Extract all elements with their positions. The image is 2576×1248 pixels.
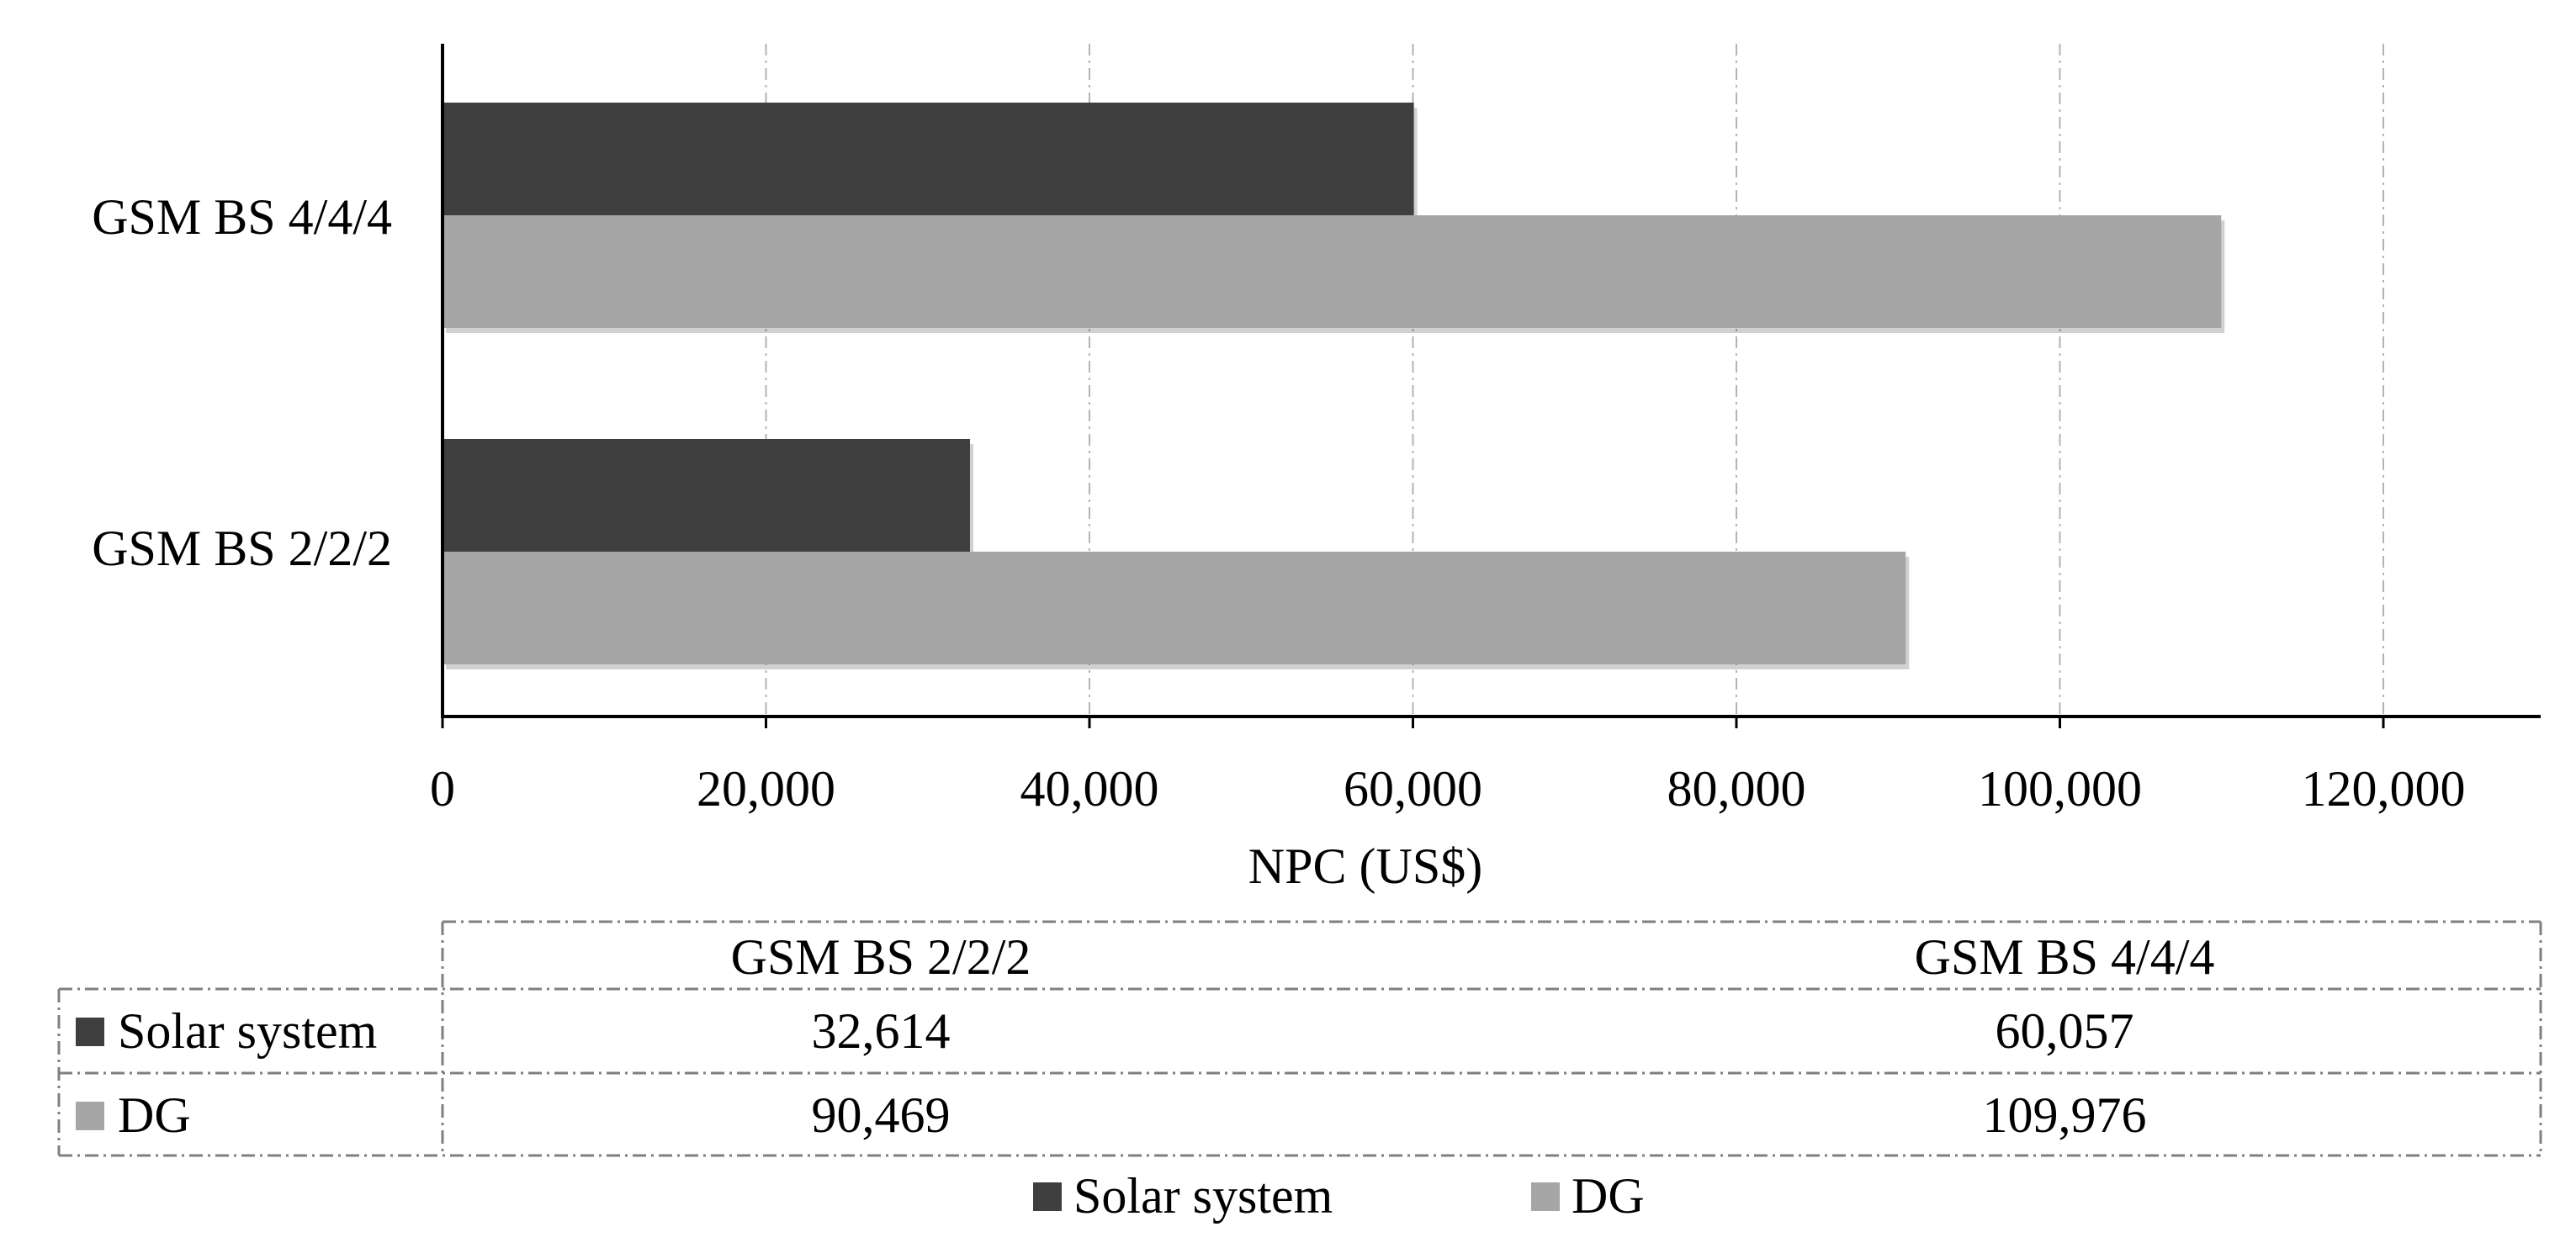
table-row-label: Solar system (118, 1003, 377, 1059)
y-category-label: GSM BS 2/2/2 (92, 521, 392, 576)
table-header-cell: GSM BS 2/2/2 (731, 929, 1031, 985)
x-tick-label: 120,000 (2302, 761, 2466, 817)
table-legend-swatch (76, 1018, 104, 1046)
axes (441, 44, 2541, 718)
legend-label: Solar system (1073, 1168, 1333, 1224)
x-tick-label: 40,000 (1020, 761, 1159, 817)
bar-dg (443, 215, 2222, 328)
y-category-label: GSM BS 4/4/4 (92, 189, 392, 245)
bar-solar-system (443, 439, 971, 552)
x-tick-label: 20,000 (697, 761, 835, 817)
x-tick-label: 60,000 (1344, 761, 1482, 817)
table-row-label: DG (118, 1087, 191, 1143)
x-tick-label: 80,000 (1667, 761, 1806, 817)
legend-label: DG (1572, 1168, 1645, 1224)
table-value-cell: 60,057 (1996, 1003, 2134, 1059)
x-tick-label: 0 (430, 761, 455, 817)
legend-swatch (1033, 1182, 1062, 1211)
x-axis-label: NPC (US$) (1248, 838, 1482, 894)
legend-swatch (1531, 1182, 1560, 1211)
table-value-cell: 90,469 (812, 1087, 951, 1143)
data-table: GSM BS 2/2/2 GSM BS 4/4/4 Solar system 32,6… (57, 920, 2542, 1157)
table-value-cell: 32,614 (812, 1003, 951, 1059)
bar-solar-system (443, 103, 1414, 215)
table-header-cell: GSM BS 4/4/4 (1915, 929, 2215, 985)
table-value-cell: 109,976 (1983, 1087, 2147, 1143)
bars (443, 103, 2225, 669)
x-ticks: 0 20,000 40,000 60,000 80,000 100,000 120,000 (430, 717, 2466, 817)
gridlines (765, 44, 2384, 717)
legend: Solar system DG (1033, 1168, 1645, 1224)
table-legend-swatch (76, 1102, 104, 1130)
x-tick-label: 100,000 (1978, 761, 2142, 817)
y-category-labels: GSM BS 2/2/2 GSM BS 4/4/4 (92, 189, 392, 576)
bar-dg (443, 552, 1906, 664)
